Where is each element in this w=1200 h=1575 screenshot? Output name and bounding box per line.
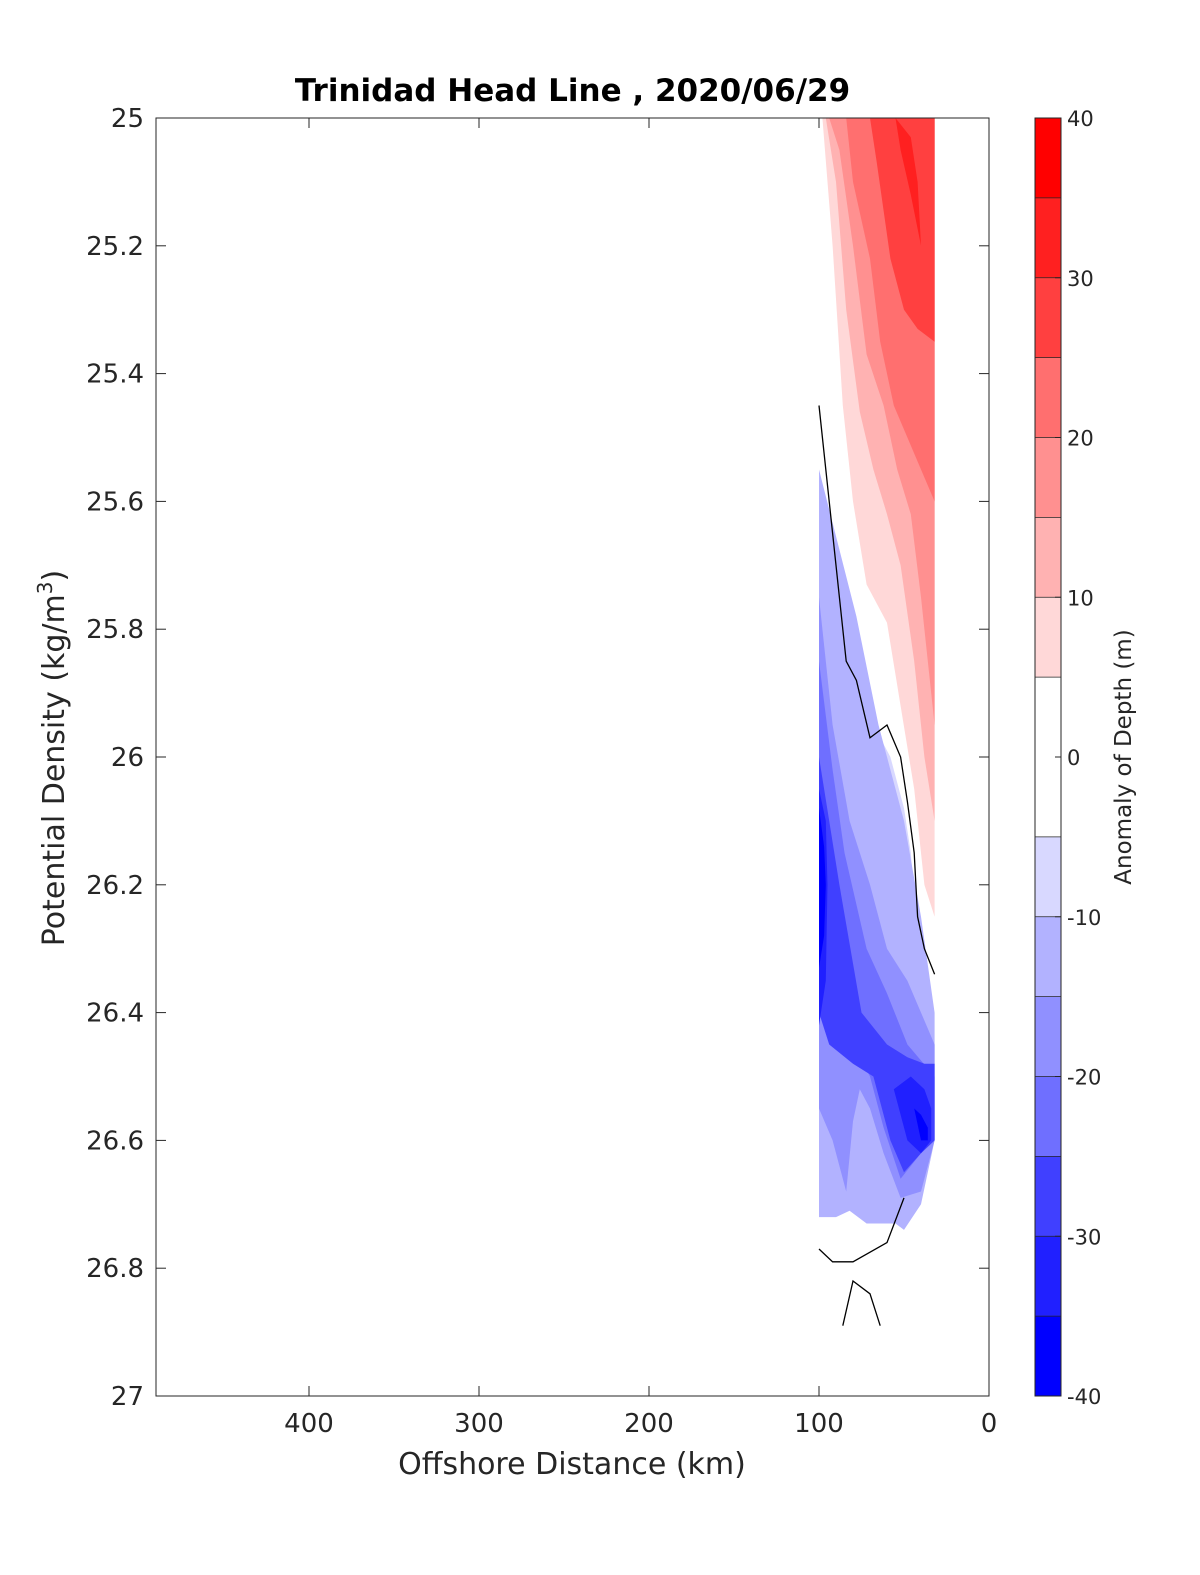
y-tick-label: 26 bbox=[111, 743, 144, 773]
y-tick-label: 25.8 bbox=[86, 615, 144, 645]
colorbar-band bbox=[1035, 438, 1061, 518]
chart-figure: Trinidad Head Line , 2020/06/29 400 300 20… bbox=[0, 0, 1200, 1575]
colorbar: -40 -30 -20 -10 0 10 20 30 40 bbox=[1035, 107, 1101, 1409]
colorbar-tick-label: 30 bbox=[1067, 267, 1094, 291]
y-tick-label: 26.6 bbox=[86, 1126, 144, 1156]
y-tick-label: 25.6 bbox=[86, 487, 144, 517]
x-tick-label: 200 bbox=[624, 1409, 674, 1439]
colorbar-tick-label: 20 bbox=[1067, 427, 1094, 451]
zero-contour-line bbox=[843, 1281, 880, 1326]
y-tick-label: 25.2 bbox=[86, 232, 144, 262]
colorbar-tick-label: -20 bbox=[1067, 1066, 1101, 1090]
colorbar-band bbox=[1035, 917, 1061, 997]
contour-region-pos5 bbox=[880, 1217, 890, 1306]
colorbar-tick-label: -30 bbox=[1067, 1225, 1101, 1249]
x-tick-label: 0 bbox=[981, 1409, 998, 1439]
colorbar-band bbox=[1035, 517, 1061, 597]
colorbar-band bbox=[1035, 1236, 1061, 1316]
y-tick-label: 26.4 bbox=[86, 999, 144, 1029]
colorbar-band bbox=[1035, 118, 1061, 198]
y-axis-label-close: ) bbox=[37, 570, 72, 582]
y-tick-label: 26.8 bbox=[86, 1254, 144, 1284]
x-tick-label: 100 bbox=[794, 1409, 844, 1439]
colorbar-band bbox=[1035, 198, 1061, 278]
colorbar-label: Anomaly of Depth (m) bbox=[1111, 629, 1137, 884]
colorbar-tick-label: -40 bbox=[1067, 1385, 1101, 1409]
y-tick-label: 26.2 bbox=[86, 871, 144, 901]
y-tick-label: 25 bbox=[111, 104, 144, 134]
colorbar-band bbox=[1035, 1316, 1061, 1396]
y-axis-label: Potential Density (kg/m3) bbox=[33, 570, 72, 946]
x-tick-label: 400 bbox=[284, 1409, 334, 1439]
colorbar-band bbox=[1035, 358, 1061, 438]
colorbar-tick-label: -10 bbox=[1067, 906, 1101, 930]
contour-fill-layer bbox=[819, 118, 935, 1307]
chart-title: Trinidad Head Line , 2020/06/29 bbox=[295, 73, 850, 109]
colorbar-tick-label: 40 bbox=[1067, 107, 1094, 131]
y-tick-label: 25.4 bbox=[86, 360, 144, 390]
x-tick-label: 300 bbox=[454, 1409, 504, 1439]
colorbar-band bbox=[1035, 278, 1061, 358]
colorbar-band bbox=[1035, 1077, 1061, 1157]
colorbar-band bbox=[1035, 597, 1061, 677]
colorbar-band bbox=[1035, 1156, 1061, 1236]
colorbar-band bbox=[1035, 837, 1061, 917]
y-axis-label-superscript: 3 bbox=[33, 581, 57, 594]
colorbar-tick-label: 0 bbox=[1067, 746, 1080, 770]
colorbar-tick-label: 10 bbox=[1067, 586, 1094, 610]
x-axis-label: Offshore Distance (km) bbox=[398, 1447, 746, 1482]
colorbar-band bbox=[1035, 997, 1061, 1077]
y-tick-label: 27 bbox=[111, 1382, 144, 1412]
y-axis-label-text: Potential Density (kg/m bbox=[37, 594, 72, 946]
